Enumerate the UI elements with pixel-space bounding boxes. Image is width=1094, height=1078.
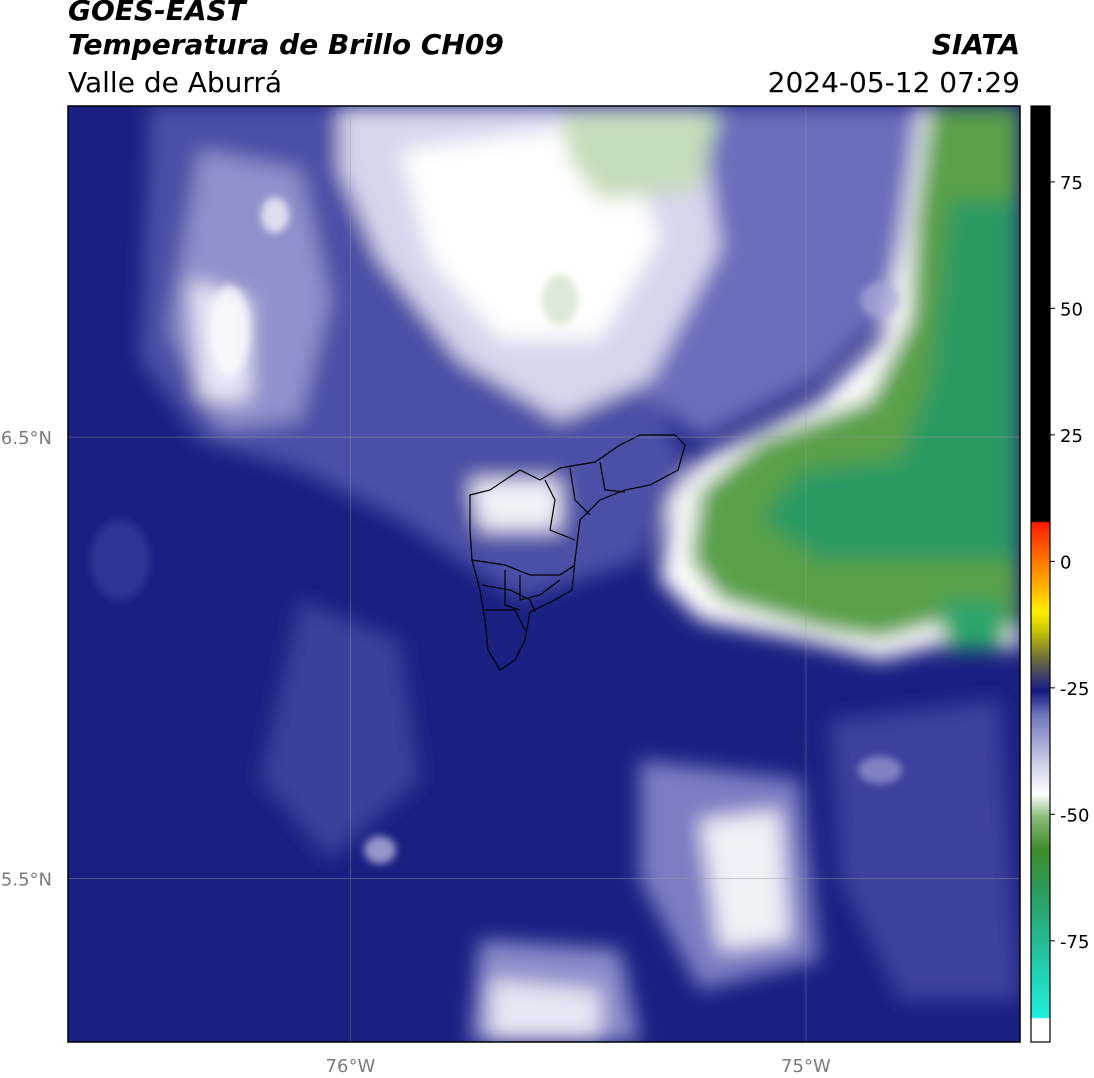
satellite-title: GOES-EAST (68, 0, 246, 27)
product-title: Temperatura de Brillo CH09 (68, 28, 504, 61)
map-gridlines (68, 106, 1020, 1042)
map-frame (67, 105, 1021, 1043)
colorbar-tick-label: 50 (1060, 299, 1083, 320)
latitude-tick-labels: 6.5°N 5.5°N (1, 428, 52, 891)
municipal-boundaries (469, 434, 686, 671)
colorbar-tick-label: -25 (1060, 679, 1089, 700)
longitude-tick-label: 76°W (326, 1056, 376, 1077)
latitude-tick-label: 5.5°N (1, 870, 52, 891)
colorbar-ticks: 75 50 25 0 -25 -50 -75 (1050, 173, 1089, 953)
longitude-tick-labels: 76°W 75°W (326, 1056, 831, 1077)
colorbar (1031, 106, 1050, 1042)
colorbar-frame (1030, 105, 1051, 1043)
region-subtitle: Valle de Aburrá (68, 66, 283, 99)
longitude-tick-label: 75°W (781, 1056, 831, 1077)
temperature-field (68, 106, 1020, 1042)
timestamp-label: 2024-05-12 07:29 (767, 66, 1020, 99)
colorbar-tick-label: 25 (1060, 426, 1083, 447)
colorbar-tick-label: 0 (1060, 552, 1071, 573)
colorbar-tick-label: -50 (1060, 805, 1089, 826)
colorbar-tick-label: -75 (1060, 932, 1089, 953)
latitude-tick-label: 6.5°N (1, 428, 52, 449)
organization-label: SIATA (931, 28, 1020, 61)
colorbar-tick-label: 75 (1060, 173, 1083, 194)
